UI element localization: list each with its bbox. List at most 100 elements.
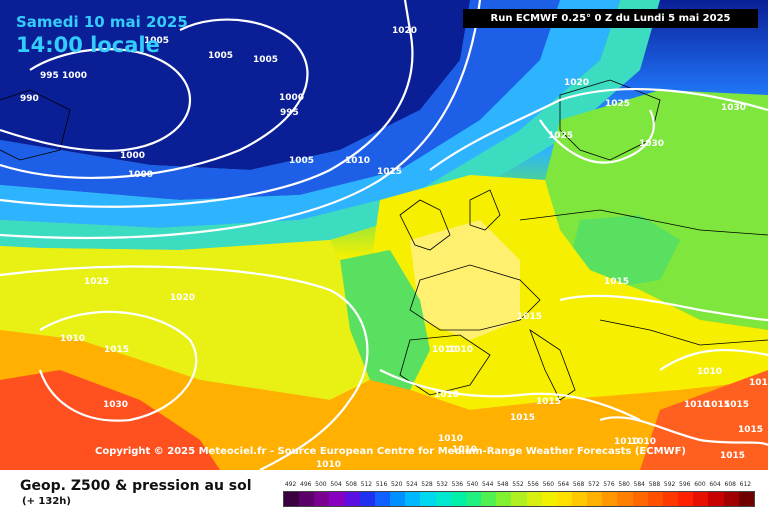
isobar-label: 1015 (510, 413, 535, 423)
isobar-label: 1010 (631, 437, 656, 447)
isobar-label: 1010 (614, 437, 639, 447)
isobar-label: 1010 (434, 390, 459, 400)
color-scale-swatch (314, 492, 330, 506)
forecast-date: Samedi 10 mai 2025 (16, 13, 188, 31)
isobar-label: 1010 (438, 434, 463, 444)
isobar-label: 1015 (536, 397, 561, 407)
isobar-label: 995 (40, 71, 59, 81)
color-scale-label: 500 (315, 481, 327, 488)
isobar-label: 1015 (517, 312, 542, 322)
color-scale-label: 608 (724, 481, 736, 488)
color-scale-swatch (329, 492, 345, 506)
green-atlantic-trough (340, 250, 430, 390)
color-scale-label: 508 (345, 481, 357, 488)
color-scale-swatch (617, 492, 633, 506)
color-scale-label: 548 (497, 481, 509, 488)
isobar-label: 1000 (120, 151, 145, 161)
isobar-label: 1015 (104, 345, 129, 355)
isobar-label: 1010 (432, 345, 457, 355)
color-scale-swatch (450, 492, 466, 506)
isobar-lines (0, 0, 768, 470)
color-scale-swatch (344, 492, 360, 506)
color-scale-label: 528 (421, 481, 433, 488)
isobar-label: 1015 (738, 425, 763, 435)
color-scale-label: 568 (572, 481, 585, 488)
isobar-label: 1000 (128, 170, 153, 180)
red-region-se (640, 370, 768, 470)
color-scale-labels: 492 496 500 504 508 512 516 520 524 528 532 536 540 5… (283, 481, 753, 491)
color-scale-swatch (359, 492, 375, 506)
isobar-label: 1005 (253, 55, 278, 65)
teal-band (0, 0, 660, 250)
copyright-notice: Copyright © 2025 Meteociel.fr - Source E… (95, 446, 686, 457)
isobar-label: 1005 (208, 51, 233, 61)
isobar-label: 1030 (103, 400, 128, 410)
color-scale-label: 552 (512, 481, 524, 488)
isobar-label: 1025 (548, 131, 573, 141)
isobar-label: 1020 (170, 293, 195, 303)
color-scale-swatch (511, 492, 527, 506)
color-scale-label: 560 (542, 481, 555, 488)
color-scale-label: 520 (390, 481, 403, 488)
green-core-east (570, 215, 680, 290)
yellow-region-atlantic (0, 240, 370, 400)
isobar-label: 995 (280, 108, 299, 118)
color-scale-swatch (678, 492, 694, 506)
isobar-label: 1015 (377, 167, 402, 177)
color-scale-swatch (526, 492, 542, 506)
isobar-label: 1015 (705, 400, 730, 410)
isobar-label: 1020 (392, 26, 417, 36)
color-scale-label: 592 (663, 481, 676, 488)
isobar-label: 1010 (448, 345, 473, 355)
weather-map: 1005 995 1000 990 1005 1005 1000 995 100… (0, 0, 768, 470)
color-scale-label: 600 (694, 481, 706, 488)
color-scale-swatch (647, 492, 663, 506)
forecast-time: 14:00 locale (16, 33, 160, 57)
legend-subtitle: (+ 132h) (22, 496, 71, 507)
color-scale-label: 588 (648, 481, 661, 488)
color-scale-swatch (299, 492, 315, 506)
pale-yellow-france (410, 220, 520, 340)
color-scale-label: 540 (466, 481, 479, 488)
color-scale-label: 584 (633, 481, 645, 488)
color-scale-swatch (284, 492, 300, 506)
color-scale-swatch (693, 492, 709, 506)
isobar-label: 1030 (721, 103, 746, 113)
color-scale-label: 544 (481, 481, 494, 488)
isobar-label: 1010 (452, 445, 477, 455)
color-scale-swatch (465, 492, 482, 506)
legend-title: Geop. Z500 & pression au sol (20, 478, 252, 494)
color-scale-swatch (374, 492, 391, 506)
color-scale-swatch (556, 492, 572, 506)
low-region (0, 0, 560, 200)
color-scale-swatch (496, 492, 512, 506)
isobar-label: 1000 (279, 93, 304, 103)
color-scale-swatch (541, 492, 557, 506)
isobar-label: 1010 (345, 156, 370, 166)
isobar-label: 1010 (697, 367, 722, 377)
color-scale-swatch (420, 492, 436, 506)
color-scale-swatch (435, 492, 451, 506)
color-scale-label: 556 (527, 481, 539, 488)
color-scale-label: 564 (557, 481, 570, 488)
color-scale-swatch (405, 492, 421, 506)
isobar-label: 1010 (316, 460, 341, 470)
model-run-badge: Run ECMWF 0.25° 0 Z du Lundi 5 mai 2025 (463, 9, 758, 28)
color-scale-swatch (481, 492, 497, 506)
color-scale-label: 596 (679, 481, 691, 488)
color-scale-label: 580 (618, 481, 630, 488)
color-scale-swatch (738, 492, 754, 506)
isobar-label: 1005 (289, 156, 314, 166)
color-scale-label: 576 (603, 481, 615, 488)
color-scale-swatch (602, 492, 618, 506)
isobar-label: 1020 (564, 78, 589, 88)
isobar-label: 1010 (684, 400, 709, 410)
isobar-label: 1025 (605, 99, 630, 109)
isobar-label: 1000 (62, 71, 87, 81)
isobar-label: 1005 (144, 36, 169, 46)
isobar-label: 1015 (604, 277, 629, 287)
color-scale-label: 492 (284, 481, 297, 488)
color-scale-swatch (708, 492, 724, 506)
color-scale-label: 496 (300, 481, 312, 488)
